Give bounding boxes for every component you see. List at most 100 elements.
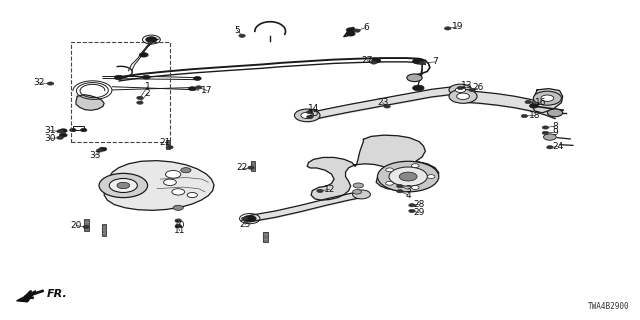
Text: 27: 27 (362, 56, 373, 65)
Circle shape (456, 87, 466, 92)
Circle shape (175, 224, 181, 228)
Circle shape (137, 96, 143, 100)
Text: 13: 13 (461, 81, 472, 90)
Text: 15: 15 (308, 109, 319, 118)
Text: 6: 6 (363, 23, 369, 32)
Circle shape (468, 88, 475, 92)
Text: 11: 11 (173, 226, 185, 235)
Bar (102, 224, 106, 236)
Text: 30: 30 (45, 134, 56, 143)
Circle shape (386, 181, 394, 185)
Circle shape (188, 87, 196, 91)
Text: 18: 18 (529, 111, 540, 120)
Circle shape (354, 29, 360, 32)
Circle shape (180, 168, 191, 173)
Circle shape (346, 32, 355, 36)
Circle shape (301, 112, 314, 119)
Text: TWA4B2900: TWA4B2900 (588, 302, 630, 311)
Text: 20: 20 (70, 221, 82, 230)
Circle shape (307, 116, 313, 119)
Circle shape (193, 76, 201, 80)
Circle shape (57, 136, 63, 139)
Bar (251, 161, 255, 172)
Circle shape (248, 166, 254, 169)
Text: 24: 24 (552, 142, 564, 151)
Circle shape (371, 61, 377, 64)
Circle shape (399, 172, 417, 181)
Text: 10: 10 (173, 221, 185, 230)
Text: FR.: FR. (47, 289, 67, 299)
Circle shape (384, 105, 390, 108)
Text: 23: 23 (377, 98, 388, 107)
Circle shape (353, 183, 364, 188)
Text: 28: 28 (413, 200, 425, 209)
Circle shape (115, 75, 124, 80)
Circle shape (97, 149, 103, 152)
Text: 17: 17 (201, 86, 212, 95)
Circle shape (407, 74, 422, 82)
Circle shape (140, 52, 148, 57)
Circle shape (353, 190, 371, 199)
Text: 33: 33 (90, 151, 101, 160)
Text: 5: 5 (234, 26, 240, 35)
Circle shape (389, 167, 428, 186)
Circle shape (449, 89, 477, 103)
Circle shape (409, 204, 415, 207)
Bar (264, 232, 268, 242)
Circle shape (83, 225, 90, 228)
Circle shape (175, 219, 181, 222)
Polygon shape (532, 89, 563, 113)
Circle shape (413, 58, 424, 64)
Circle shape (173, 205, 183, 210)
Circle shape (243, 215, 256, 222)
Bar (166, 140, 170, 149)
Circle shape (70, 128, 76, 132)
Circle shape (378, 161, 439, 192)
Bar (71, 42, 170, 142)
Circle shape (60, 129, 67, 132)
Text: 22: 22 (236, 163, 248, 172)
Circle shape (413, 85, 424, 91)
Circle shape (164, 179, 176, 186)
Text: 3: 3 (405, 185, 411, 194)
Text: 14: 14 (308, 104, 319, 113)
Polygon shape (17, 291, 36, 302)
Text: 25: 25 (239, 220, 251, 229)
Circle shape (458, 86, 464, 90)
Circle shape (372, 58, 381, 63)
Circle shape (521, 115, 527, 118)
Text: 2: 2 (145, 89, 150, 98)
Circle shape (412, 186, 419, 189)
Circle shape (294, 109, 320, 122)
Circle shape (419, 61, 426, 65)
Circle shape (307, 111, 313, 114)
Circle shape (353, 190, 362, 194)
Circle shape (60, 133, 67, 137)
Bar (84, 219, 88, 231)
Text: 1: 1 (145, 82, 150, 91)
Circle shape (409, 209, 415, 212)
Polygon shape (344, 28, 355, 36)
Text: 4: 4 (405, 190, 411, 200)
Circle shape (449, 84, 472, 96)
Text: 12: 12 (324, 185, 335, 194)
Circle shape (109, 179, 138, 193)
Circle shape (547, 146, 553, 149)
Circle shape (541, 95, 554, 101)
Text: 29: 29 (413, 208, 425, 217)
Text: 32: 32 (33, 78, 45, 87)
Circle shape (525, 100, 531, 104)
Circle shape (547, 109, 563, 117)
Circle shape (143, 75, 150, 79)
Circle shape (542, 126, 548, 129)
Circle shape (397, 190, 403, 193)
Text: 8: 8 (552, 122, 558, 131)
Circle shape (187, 193, 197, 197)
Circle shape (457, 93, 469, 100)
Text: 7: 7 (432, 57, 438, 66)
Circle shape (533, 91, 561, 105)
Text: 9: 9 (552, 128, 558, 137)
Circle shape (543, 134, 556, 140)
Text: 26: 26 (473, 84, 484, 92)
Circle shape (137, 101, 143, 104)
